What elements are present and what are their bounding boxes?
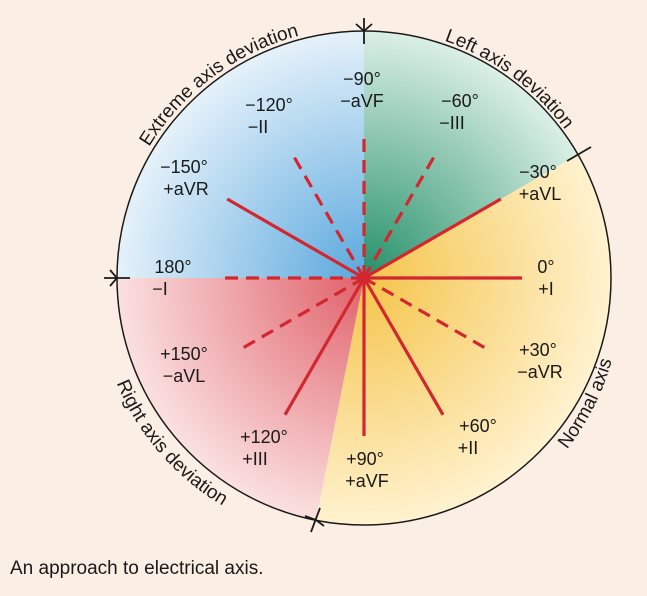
label-plus-avf-lead: +aVF — [345, 471, 389, 491]
label-minus-avr-deg: +30° — [519, 340, 557, 360]
label-minus-iii-lead: −III — [439, 113, 465, 133]
electrical-axis-diagram: Extreme axis deviation Left axis deviati… — [104, 18, 617, 533]
label-plus-iii-lead: +III — [242, 449, 268, 469]
lead-line-plus-avr — [226, 197, 365, 280]
label-minus-i-deg: 180° — [154, 257, 191, 277]
boundary-tick-bottom — [304, 507, 325, 533]
label-minus-avr-lead: −aVR — [517, 362, 563, 382]
boundary-tick-left — [104, 269, 130, 287]
figure-caption: An approach to electrical axis. — [10, 558, 264, 579]
label-minus-avf-deg: −90° — [343, 69, 381, 89]
lead-line-minus-ii — [289, 150, 366, 279]
lead-lines-group — [218, 132, 522, 436]
lead-line-minus-iii — [362, 150, 439, 279]
right-deviation-sector — [117, 278, 364, 520]
label-minus-iii-deg: −60° — [441, 91, 479, 111]
label-plus-ii-deg: +60° — [459, 416, 497, 436]
label-minus-ii-deg: −120° — [245, 95, 293, 115]
extreme-deviation-sector — [117, 31, 364, 278]
label-plus-avf-deg: +90° — [346, 449, 384, 469]
lead-line-minus-avr — [363, 276, 492, 353]
label-plus-iii-deg: +120° — [240, 427, 288, 447]
lead-line-minus-avl — [236, 276, 365, 353]
centre-point — [360, 274, 368, 282]
label-plus-ii-lead: +II — [458, 438, 479, 458]
label-plus-avl-deg: −30° — [519, 162, 557, 182]
label-plus-avr-deg: −150° — [160, 157, 208, 177]
normal-axis-sector — [316, 154, 611, 525]
label-minus-avl-lead: −aVL — [163, 366, 206, 386]
lead-line-plus-iii — [283, 277, 366, 416]
label-plus-avl-lead: +aVL — [519, 184, 562, 204]
left-deviation-sector — [364, 30, 578, 278]
label-minus-i-lead: −I — [152, 279, 168, 299]
boundary-tick-top — [355, 18, 373, 44]
lead-line-plus-ii — [362, 277, 445, 416]
label-plus-i-deg: 0° — [537, 257, 554, 277]
label-minus-ii-lead: −II — [248, 117, 269, 137]
label-plus-avr-lead: +aVR — [163, 179, 209, 199]
lead-line-plus-avl — [363, 197, 502, 280]
label-plus-i-lead: +I — [538, 279, 554, 299]
boundary-tick-right — [566, 146, 592, 162]
label-minus-avl-deg: +150° — [160, 344, 208, 364]
label-minus-avf-lead: −aVF — [340, 91, 384, 111]
